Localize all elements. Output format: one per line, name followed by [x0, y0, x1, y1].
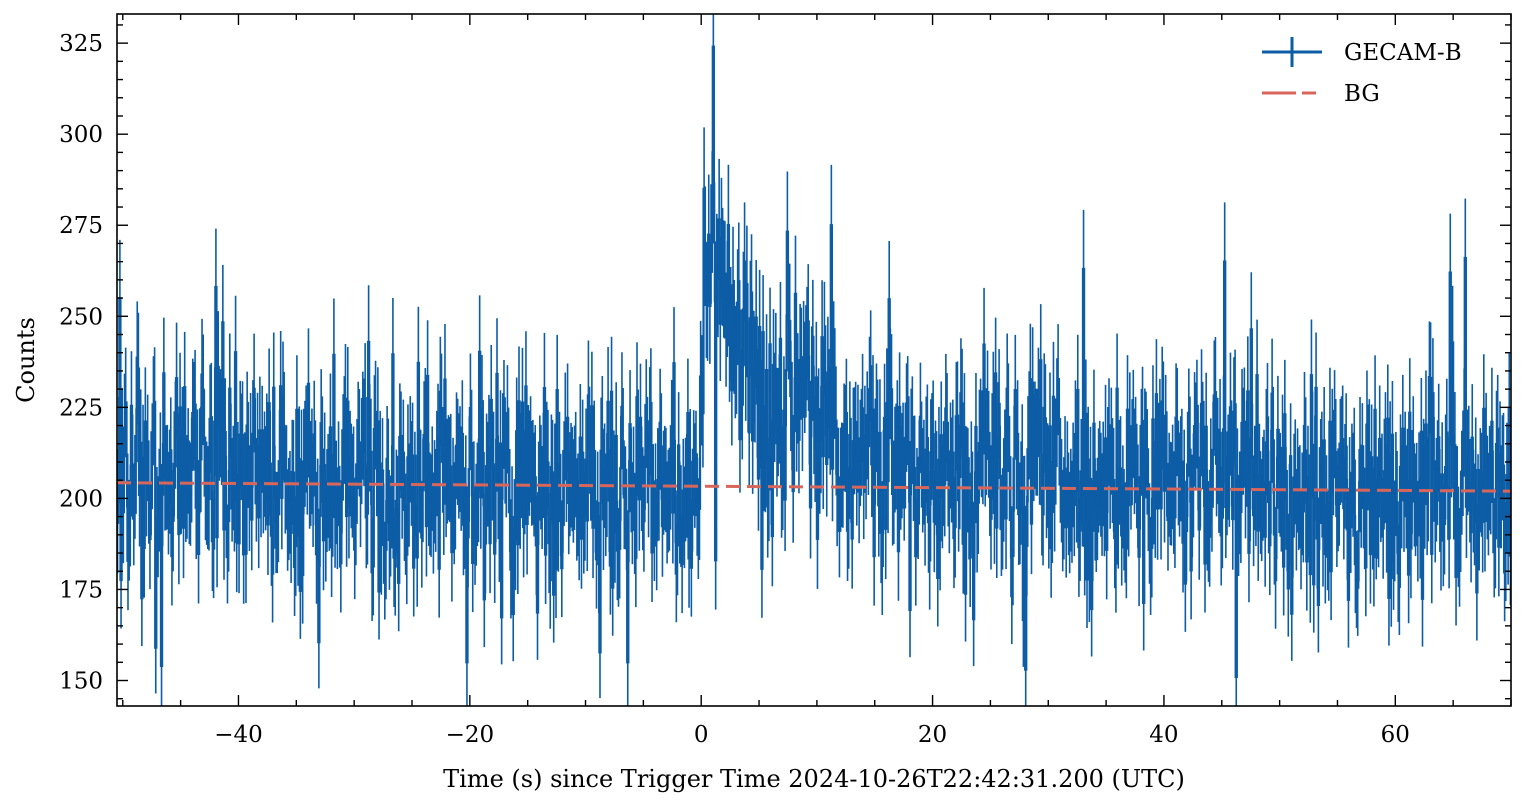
x-tick-label: 0 — [694, 722, 709, 748]
y-tick-label: 175 — [59, 577, 103, 603]
legend: GECAM-B BG — [1262, 37, 1462, 107]
axis-ticks — [117, 14, 1512, 706]
y-tick-label: 325 — [59, 31, 103, 57]
x-tick-label: 40 — [1149, 722, 1178, 748]
x-tick-label: 20 — [918, 722, 947, 748]
y-axis-label: Counts — [12, 317, 40, 403]
y-tick-label: 275 — [59, 213, 103, 239]
plot-border — [116, 13, 1512, 707]
x-axis-label: Time (s) since Trigger Time 2024-10-26T2… — [443, 765, 1185, 793]
y-tick-label: 250 — [59, 304, 103, 330]
legend-item-gecam-b: GECAM-B — [1262, 37, 1462, 67]
plot-area — [117, 14, 1511, 706]
y-tick-label: 150 — [59, 669, 103, 695]
legend-item-bg: BG — [1262, 81, 1380, 107]
series-gecam-b — [117, 45, 1511, 678]
y-tick-label: 225 — [59, 395, 103, 421]
x-tick-label: −20 — [446, 722, 495, 748]
series-bg — [117, 481, 1511, 493]
legend-label-bg: BG — [1344, 81, 1380, 107]
x-tick-label: −40 — [214, 722, 263, 748]
axis-tick-labels: −40 −20 0 20 40 60 150 175 200 225 250 275 300 325 — [59, 31, 1410, 748]
y-tick-label: 200 — [59, 486, 103, 512]
legend-label-gecam-b: GECAM-B — [1344, 40, 1462, 66]
axes-frame — [116, 13, 1512, 707]
y-tick-label: 300 — [59, 122, 103, 148]
x-tick-label: 60 — [1381, 722, 1410, 748]
